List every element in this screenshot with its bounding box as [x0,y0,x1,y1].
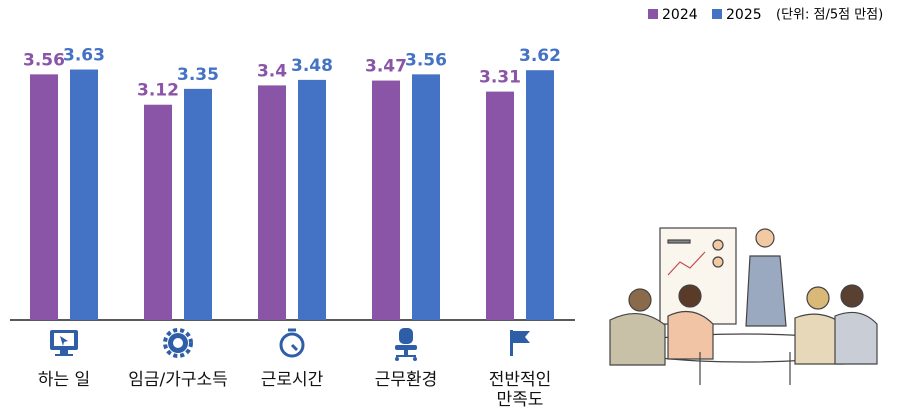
icon-stopwatch [279,328,305,358]
x-tick-label: 근무환경 [374,370,438,390]
value-label: 3.31 [479,68,521,88]
icon-chair [395,328,417,361]
legend-label: 2024 [662,7,698,23]
bar [30,74,58,320]
value-label: 3.56 [405,50,447,70]
value-label: 3.47 [365,57,407,77]
value-label: 3.56 [23,50,65,70]
x-tick-label: 전반적인 만족도 [488,370,552,410]
legend-label: 2025 [726,7,762,23]
icon-gear [163,328,193,358]
x-tick-label: 하는 일 [37,370,91,390]
value-label: 3.35 [177,65,219,85]
value-label: 3.62 [519,46,561,66]
illustration [609,227,878,385]
bar [144,104,172,320]
x-tick-label: 임금/가구소득 [128,370,228,390]
bar [184,88,212,320]
bar [298,79,326,320]
bar [70,69,98,320]
icon-flag [510,330,530,356]
bar [486,91,514,320]
x-tick-label: 근로시간 [260,370,324,390]
bar [412,74,440,320]
value-label: 3.48 [291,56,333,76]
bar [526,70,554,320]
unit-note: (단위: 점/5점 만점) [776,8,883,23]
legend-swatch [712,9,722,19]
bar [372,80,400,320]
bar [258,85,286,321]
legend-swatch [648,9,658,19]
value-label: 3.63 [63,46,105,66]
value-label: 3.4 [257,61,287,81]
icon-monitor [50,330,78,356]
value-label: 3.12 [137,81,179,101]
